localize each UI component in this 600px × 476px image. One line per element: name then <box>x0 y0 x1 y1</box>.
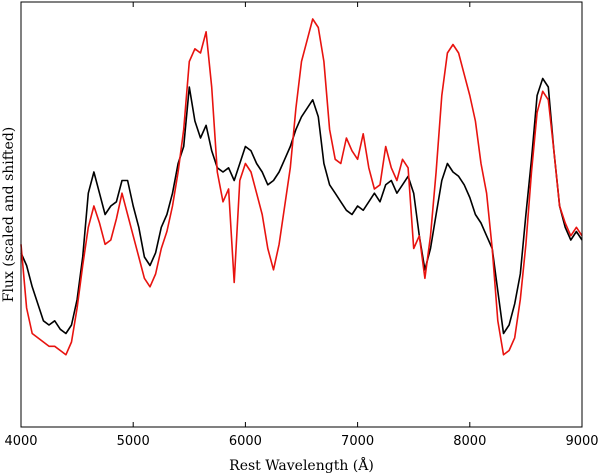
x-tick-label-5: 9000 <box>565 434 598 449</box>
series-line-0 <box>20 77 583 335</box>
y-axis-title: Flux (scaled and shifted) <box>1 127 17 303</box>
series-layer <box>20 18 583 356</box>
x-tick-label-4: 8000 <box>453 434 486 449</box>
x-tick-label-3: 7000 <box>341 434 374 449</box>
x-tick-label-1: 5000 <box>117 434 150 449</box>
plot-frame <box>20 1 583 428</box>
tick-layer: 4000 5000 6000 7000 8000 9000 <box>4 2 599 449</box>
x-axis-title: Rest Wavelength (Å) <box>229 456 374 474</box>
series-line-1 <box>20 18 583 356</box>
x-tick-label-2: 6000 <box>229 434 262 449</box>
x-tick-label-0: 4000 <box>4 434 37 449</box>
